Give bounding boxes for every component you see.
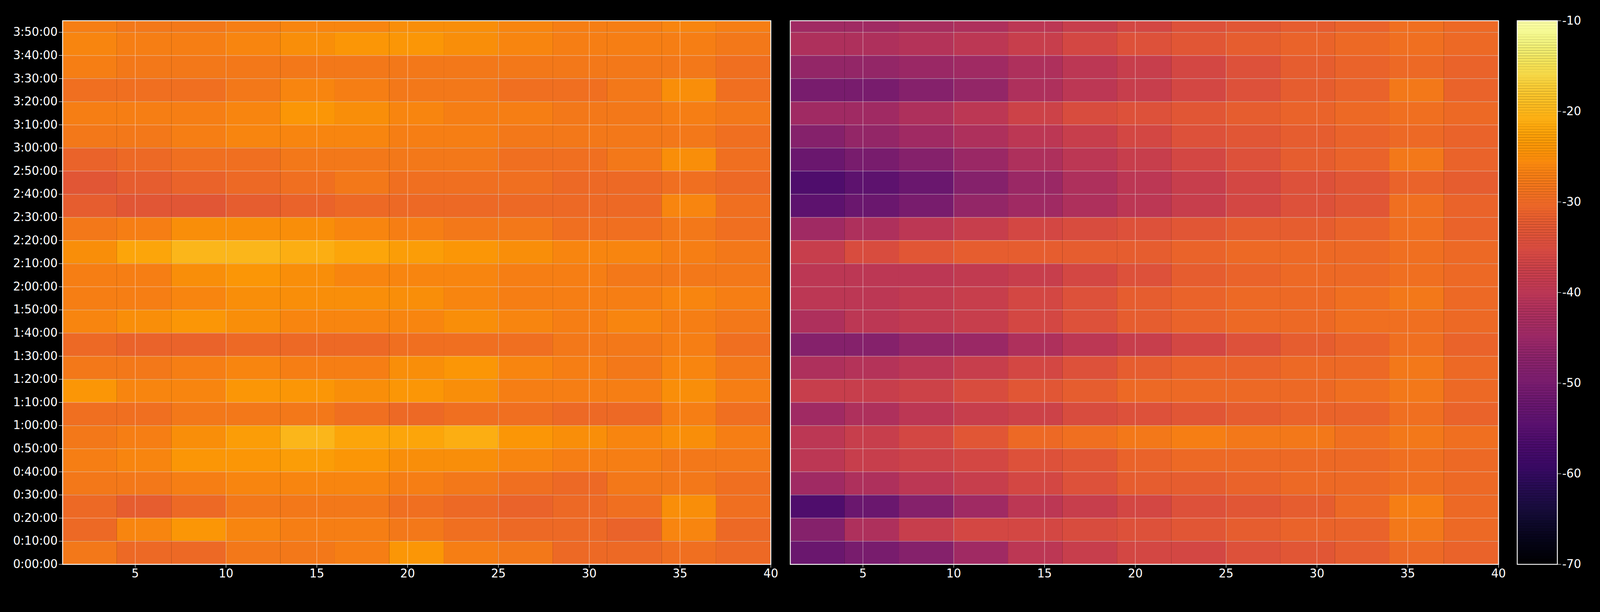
svg-text:-50: -50 — [1562, 376, 1582, 390]
svg-text:2:10:00: 2:10:00 — [12, 256, 58, 270]
svg-text:3:50:00: 3:50:00 — [12, 25, 58, 39]
svg-text:40: 40 — [763, 566, 779, 580]
svg-text:-40: -40 — [1562, 285, 1582, 299]
svg-text:-70: -70 — [1562, 557, 1582, 571]
svg-text:40: 40 — [1491, 566, 1506, 580]
svg-text:35: 35 — [672, 566, 688, 580]
svg-text:1:00:00: 1:00:00 — [12, 418, 58, 432]
svg-text:30: 30 — [581, 566, 597, 580]
svg-text:0:20:00: 0:20:00 — [12, 510, 58, 525]
svg-text:2:40:00: 2:40:00 — [12, 186, 58, 201]
svg-text:2:00:00: 2:00:00 — [12, 279, 58, 294]
svg-text:0:10:00: 0:10:00 — [12, 533, 58, 548]
svg-text:1:20:00: 1:20:00 — [12, 371, 58, 386]
svg-text:0:50:00: 0:50:00 — [12, 441, 58, 455]
svg-text:20: 20 — [1128, 566, 1143, 580]
svg-text:20: 20 — [400, 566, 416, 580]
svg-text:3:20:00: 3:20:00 — [12, 94, 58, 109]
svg-text:1:50:00: 1:50:00 — [12, 302, 58, 316]
svg-text:2:20:00: 2:20:00 — [12, 233, 58, 247]
svg-text:1:30:00: 1:30:00 — [12, 349, 58, 363]
svg-text:0:30:00: 0:30:00 — [12, 487, 58, 502]
svg-text:5: 5 — [131, 566, 139, 580]
svg-text:25: 25 — [1219, 566, 1234, 580]
svg-text:1:40:00: 1:40:00 — [12, 325, 58, 340]
svg-text:-60: -60 — [1562, 466, 1582, 480]
svg-text:25: 25 — [491, 566, 506, 580]
svg-text:3:00:00: 3:00:00 — [12, 140, 58, 155]
svg-text:3:40:00: 3:40:00 — [12, 48, 58, 62]
svg-text:-20: -20 — [1562, 104, 1582, 118]
svg-text:5: 5 — [859, 566, 867, 580]
svg-text:-30: -30 — [1562, 194, 1582, 209]
svg-text:1:10:00: 1:10:00 — [12, 395, 58, 409]
svg-text:3:10:00: 3:10:00 — [12, 117, 58, 132]
svg-text:35: 35 — [1400, 566, 1416, 580]
svg-text:10: 10 — [218, 566, 234, 580]
svg-text:10: 10 — [946, 566, 962, 580]
svg-text:0:00:00: 0:00:00 — [12, 557, 58, 571]
svg-text:2:30:00: 2:30:00 — [12, 210, 58, 224]
svg-text:15: 15 — [309, 566, 325, 580]
svg-text:3:30:00: 3:30:00 — [12, 71, 58, 86]
svg-text:0:40:00: 0:40:00 — [12, 464, 58, 479]
svg-text:30: 30 — [1309, 566, 1325, 580]
svg-text:15: 15 — [1037, 566, 1052, 580]
svg-text:-10: -10 — [1562, 13, 1582, 28]
svg-text:2:50:00: 2:50:00 — [12, 164, 58, 178]
